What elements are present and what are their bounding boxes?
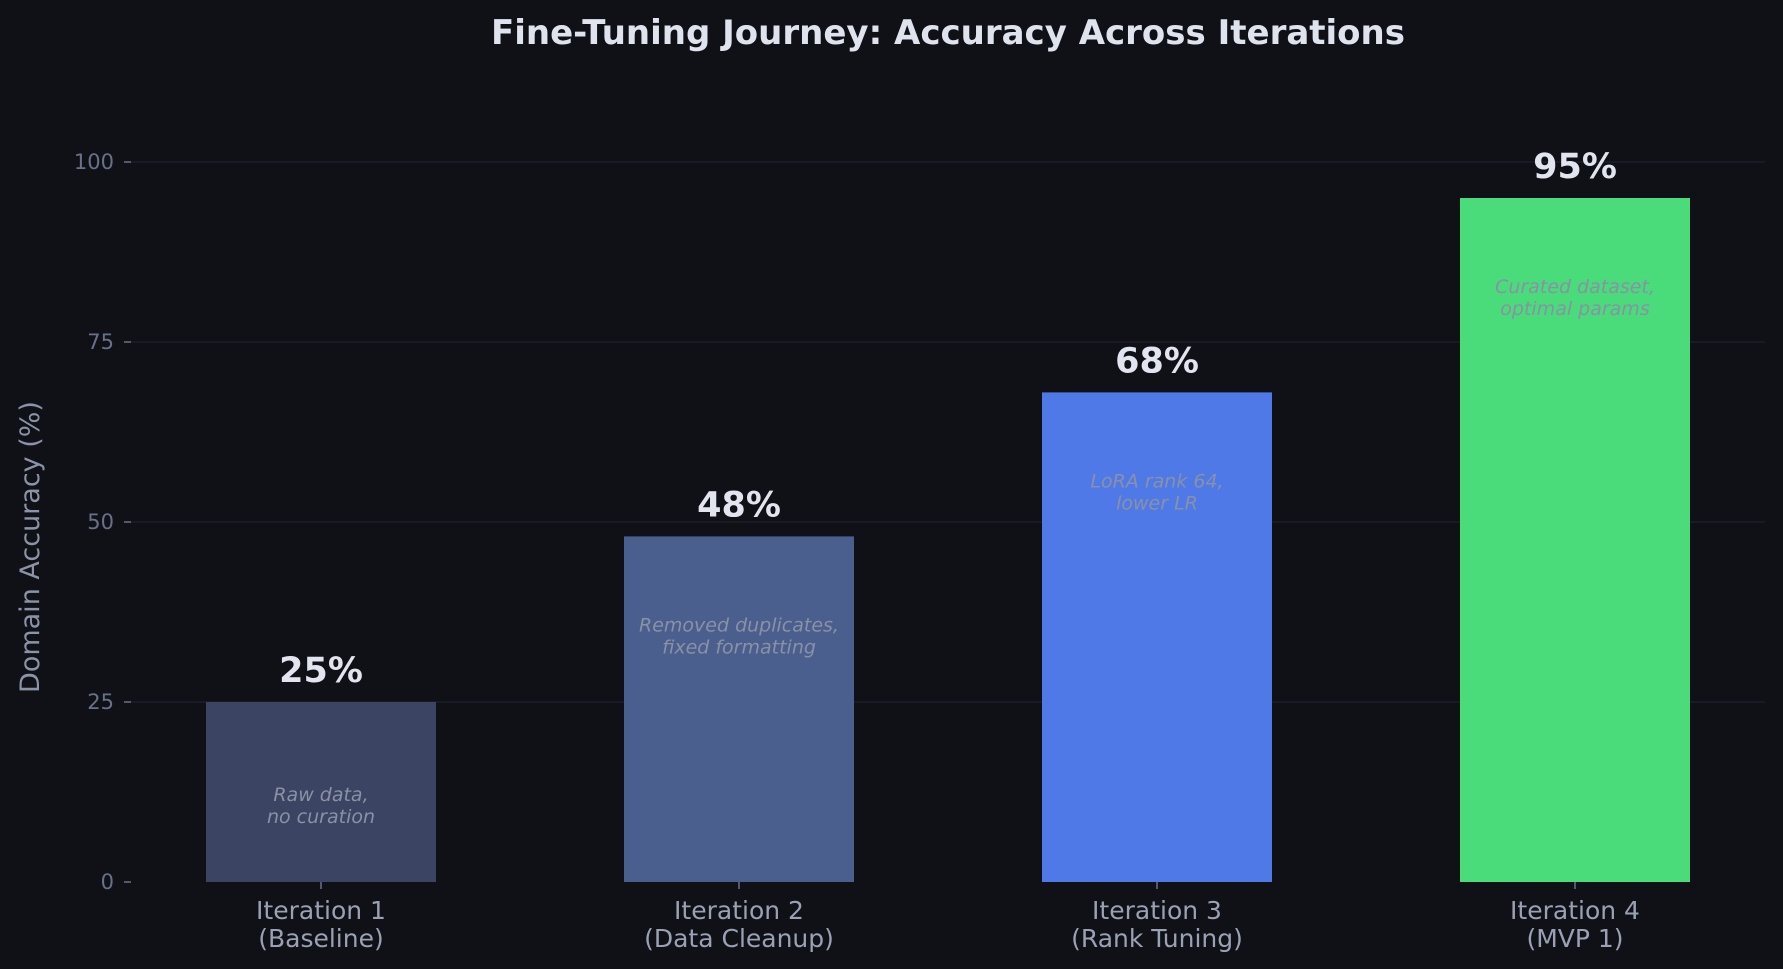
x-tick-label-line: Iteration 2 xyxy=(674,896,804,925)
bar-iteration-2 xyxy=(624,536,854,882)
annotation-line: lower LR xyxy=(1116,492,1198,514)
annotation-line: fixed formatting xyxy=(662,636,816,658)
annotation-line: Removed duplicates, xyxy=(639,614,839,636)
bars: 25% Raw data, no curation 48% Removed duplic… xyxy=(206,147,1690,882)
y-tick-label-50: 50 xyxy=(87,510,114,534)
bar-iteration-3 xyxy=(1042,392,1272,882)
chart-title: Fine-Tuning Journey: Accuracy Across Ite… xyxy=(491,13,1405,53)
x-tick-label-line: (Baseline) xyxy=(258,924,384,953)
annotation-iteration-4: Curated dataset, optimal params xyxy=(1495,276,1655,320)
annotation-iteration-2: Removed duplicates, fixed formatting xyxy=(639,614,839,658)
x-tick-label-line: (Data Cleanup) xyxy=(644,924,834,953)
value-label-iteration-2: 48% xyxy=(697,485,781,525)
x-tick-label-line: Iteration 1 xyxy=(256,896,386,925)
x-tick-label-iteration-3: Iteration 3 (Rank Tuning) xyxy=(1071,896,1243,953)
value-label-iteration-3: 68% xyxy=(1115,341,1199,381)
x-tick-label-iteration-4: Iteration 4 (MVP 1) xyxy=(1510,896,1640,953)
value-label-iteration-1: 25% xyxy=(279,651,363,691)
annotation-line: Curated dataset, xyxy=(1495,276,1655,298)
y-tick-label-100: 100 xyxy=(74,150,114,174)
y-tick-label-75: 75 xyxy=(87,330,114,354)
annotation-iteration-1: Raw data, no curation xyxy=(267,784,375,828)
x-tick-label-line: (MVP 1) xyxy=(1526,924,1623,953)
x-tick-label-line: Iteration 3 xyxy=(1092,896,1222,925)
bar-iteration-4 xyxy=(1460,198,1690,882)
bar-iteration-1 xyxy=(206,702,436,882)
y-axis-ticks: 0 25 50 75 100 xyxy=(74,150,131,894)
y-tick-label-25: 25 xyxy=(87,690,114,714)
x-tick-label-iteration-2: Iteration 2 (Data Cleanup) xyxy=(644,896,834,953)
annotation-line: optimal params xyxy=(1500,298,1650,320)
x-tick-label-line: Iteration 4 xyxy=(1510,896,1640,925)
x-tick-label-line: (Rank Tuning) xyxy=(1071,924,1243,953)
annotation-line: Raw data, xyxy=(273,784,368,806)
x-tick-label-iteration-1: Iteration 1 (Baseline) xyxy=(256,896,386,953)
annotation-line: LoRA rank 64, xyxy=(1090,470,1223,492)
y-axis-label: Domain Accuracy (%) xyxy=(15,401,46,693)
annotation-line: no curation xyxy=(267,806,375,828)
value-label-iteration-4: 95% xyxy=(1533,147,1617,187)
y-tick-label-0: 0 xyxy=(101,870,114,894)
annotation-iteration-3: LoRA rank 64, lower LR xyxy=(1090,470,1223,514)
x-axis-ticks: Iteration 1 (Baseline) Iteration 2 (Data Cl… xyxy=(256,882,1640,953)
